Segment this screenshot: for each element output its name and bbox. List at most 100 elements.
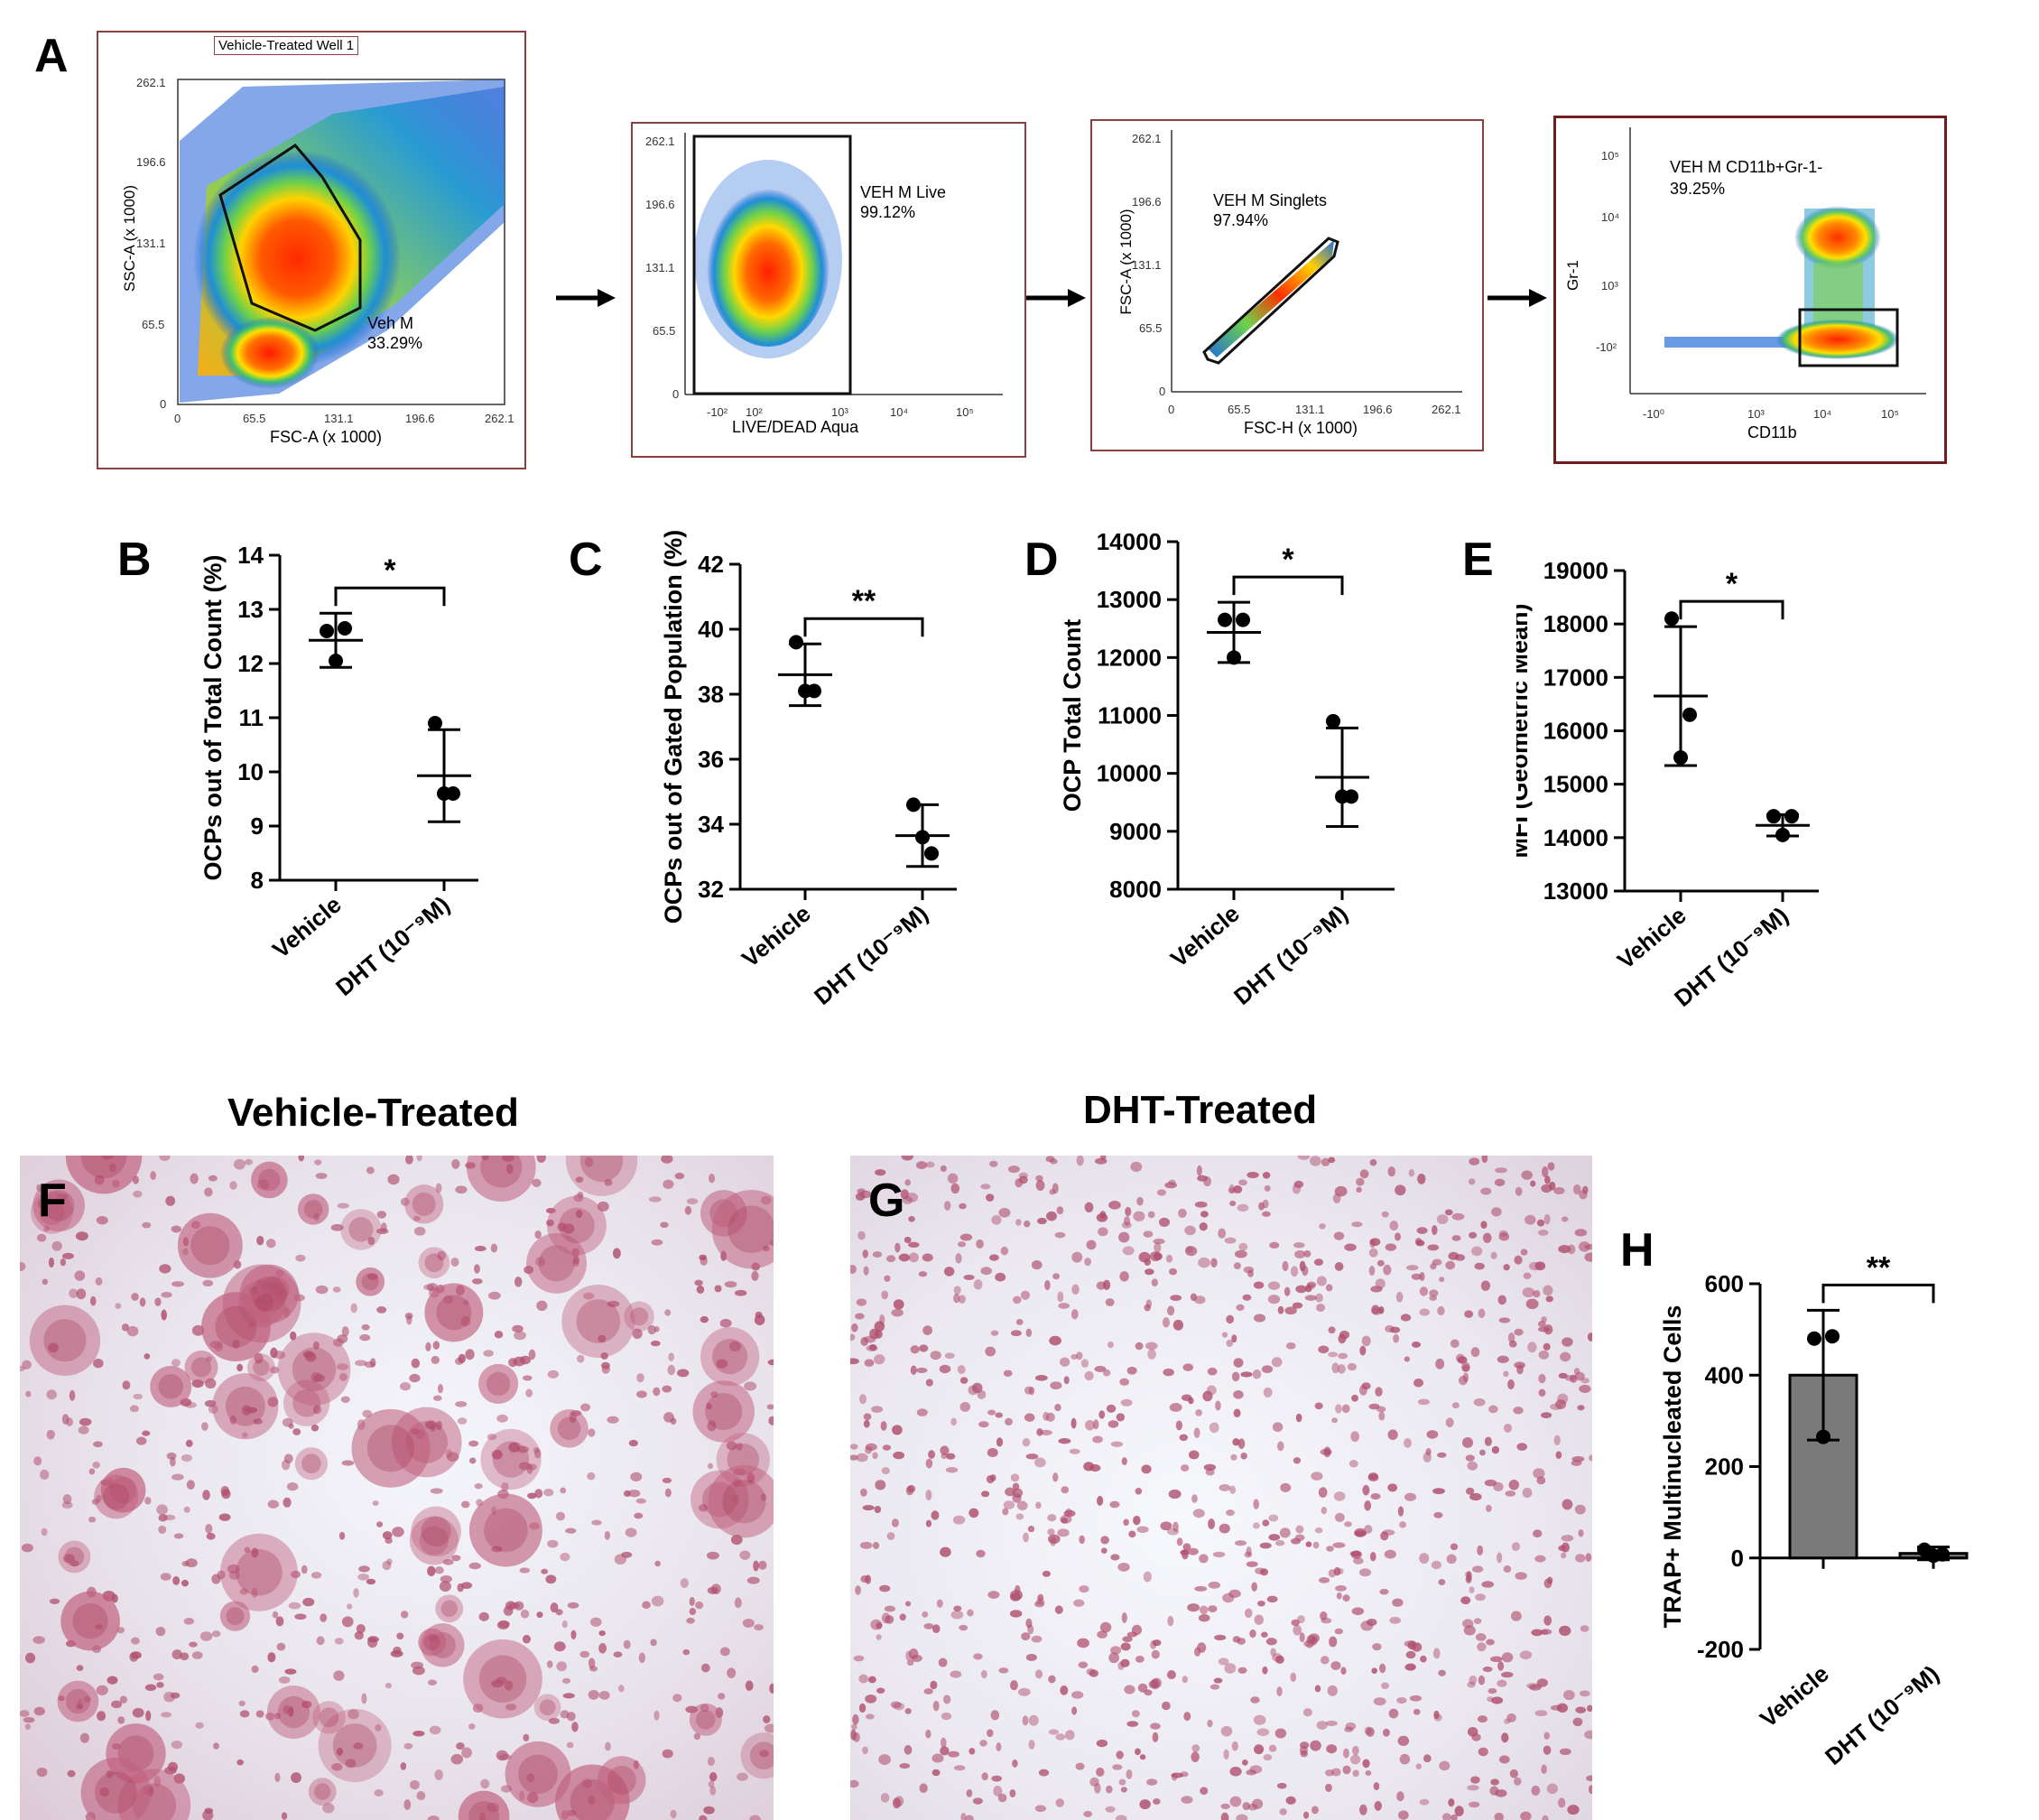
cell-mark — [208, 1405, 218, 1414]
osteoclast-mark — [478, 1363, 519, 1404]
cell-mark — [245, 1158, 253, 1165]
cell-mark — [1396, 1791, 1404, 1802]
cell-mark — [718, 1693, 726, 1700]
cell-mark — [75, 1231, 88, 1241]
cell-mark — [661, 1156, 673, 1164]
cell-mark — [1262, 1199, 1269, 1209]
cell-mark — [1110, 1646, 1122, 1655]
chart-c-point — [906, 797, 921, 812]
cell-mark — [1310, 1740, 1321, 1751]
cell-mark — [879, 1584, 891, 1592]
cell-mark — [310, 1572, 322, 1579]
cell-mark — [1118, 1778, 1126, 1786]
osteoclast-nucleus-mark — [301, 1453, 321, 1474]
cell-mark — [1365, 1769, 1372, 1777]
cell-mark — [142, 1430, 151, 1436]
cell-mark — [284, 1668, 297, 1675]
cell-mark — [1110, 1554, 1120, 1561]
cell-mark — [1395, 1184, 1406, 1196]
osteoclast-mark — [239, 1264, 299, 1323]
cell-mark — [1337, 1568, 1344, 1575]
cell-mark — [1461, 1361, 1470, 1372]
cell-mark — [869, 1328, 879, 1340]
cell-mark — [1470, 1347, 1480, 1358]
cell-mark — [1375, 1278, 1386, 1289]
cell-mark — [1419, 1286, 1429, 1296]
cell-mark — [980, 1267, 992, 1276]
cell-mark — [1028, 1740, 1035, 1750]
cell-mark — [958, 1241, 967, 1248]
cell-mark — [1187, 1602, 1200, 1612]
cell-mark — [667, 1364, 676, 1376]
cell-mark — [1265, 1638, 1277, 1646]
cell-mark — [1497, 1295, 1506, 1305]
cell-mark — [1262, 1666, 1268, 1675]
cell-mark — [167, 1761, 179, 1772]
cell-mark — [905, 1650, 912, 1661]
cell-mark — [716, 1359, 728, 1369]
cell-mark — [1572, 1717, 1583, 1727]
cell-mark — [1192, 1509, 1205, 1518]
cell-mark — [1055, 1733, 1066, 1741]
cell-mark — [1446, 1554, 1457, 1565]
flow-p2-xtick-1: 10² — [746, 405, 763, 419]
cell-mark — [434, 1769, 444, 1780]
cell-mark — [1381, 1682, 1389, 1689]
cell-mark — [1079, 1585, 1089, 1593]
cell-mark — [899, 1613, 906, 1621]
cell-mark — [69, 1288, 79, 1298]
cell-mark — [1064, 1730, 1075, 1741]
arrow-icon — [556, 289, 616, 307]
cell-mark — [654, 1560, 661, 1567]
cell-mark — [863, 1413, 872, 1421]
cell-mark — [886, 1255, 896, 1263]
cell-mark — [1202, 1390, 1213, 1402]
cell-mark — [1009, 1788, 1016, 1797]
osteoclast-nucleus-mark — [486, 1371, 511, 1397]
osteoclast-mark — [212, 1373, 279, 1440]
cell-mark — [528, 1349, 536, 1360]
cell-mark — [908, 1241, 920, 1248]
cell-mark — [1310, 1156, 1321, 1166]
cell-mark — [1033, 1457, 1046, 1468]
cell-mark — [1054, 1605, 1063, 1614]
cell-mark — [1154, 1242, 1162, 1253]
cell-mark — [1416, 1227, 1428, 1234]
cell-mark — [1269, 1241, 1280, 1249]
cell-mark — [1328, 1569, 1337, 1578]
cell-mark — [1135, 1748, 1141, 1756]
cell-mark — [763, 1715, 771, 1723]
cell-mark — [1251, 1798, 1264, 1809]
flow-p3-xtick-2: 131.1 — [1295, 403, 1325, 416]
cell-mark — [709, 1173, 716, 1184]
cell-mark — [1237, 1667, 1247, 1674]
cell-mark — [1497, 1679, 1507, 1687]
cell-mark — [1120, 1787, 1127, 1793]
chart-e-point — [1664, 611, 1679, 627]
cell-mark — [959, 1624, 969, 1631]
cell-mark — [496, 1620, 510, 1630]
cell-mark — [1136, 1196, 1144, 1206]
chart-c-ytick-label: 36 — [698, 746, 724, 773]
cell-mark — [689, 1608, 697, 1615]
chart-c-significance: ** — [852, 584, 876, 618]
cell-mark — [185, 1439, 193, 1448]
cell-mark — [1231, 1334, 1237, 1343]
cell-mark — [494, 1330, 504, 1339]
cell-mark — [20, 1710, 30, 1718]
cell-mark — [437, 1383, 443, 1394]
cell-mark — [1070, 1417, 1077, 1429]
cell-mark — [1045, 1156, 1055, 1163]
osteoclast-mark — [692, 1380, 755, 1443]
cell-mark — [1126, 1769, 1133, 1779]
cell-mark — [1469, 1231, 1478, 1239]
cell-mark — [229, 1181, 237, 1190]
cell-mark — [171, 1281, 185, 1287]
cell-mark — [541, 1568, 549, 1574]
cell-mark — [916, 1408, 928, 1416]
cell-mark — [1172, 1319, 1184, 1331]
chart-d-ylabel: OCP Total Count — [1059, 619, 1086, 812]
cell-mark — [1040, 1429, 1052, 1436]
osteoclast-nucleus-mark — [559, 1207, 595, 1244]
cell-mark — [1328, 1326, 1336, 1334]
